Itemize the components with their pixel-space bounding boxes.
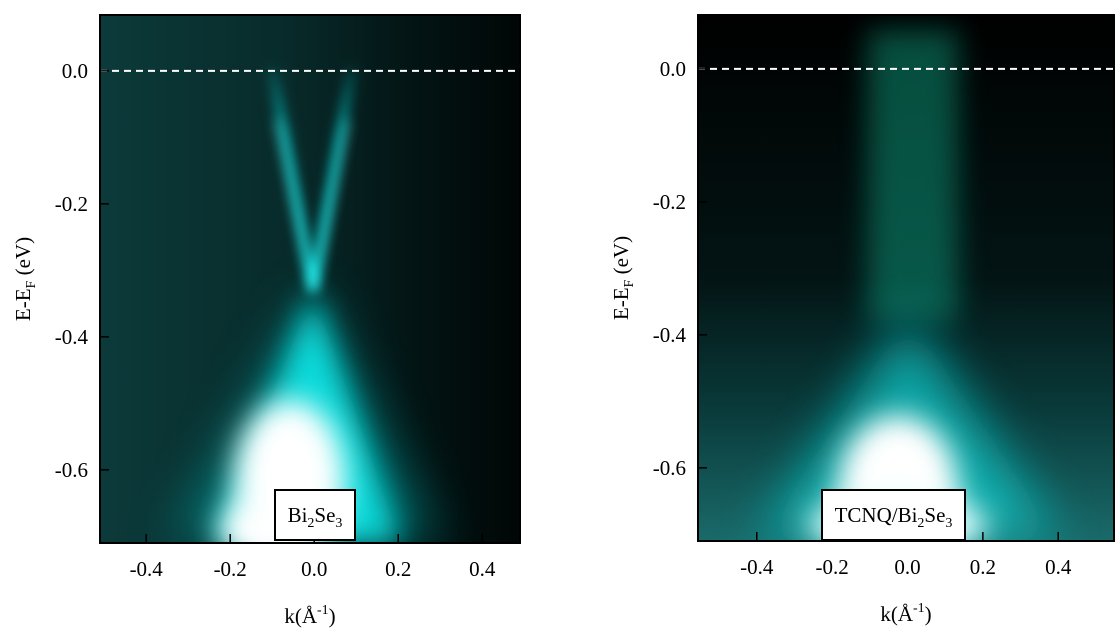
x-tick-label: -0.2 <box>214 557 247 581</box>
x-label-text: ) <box>925 602 932 626</box>
y-tick-label: -0.6 <box>653 456 686 480</box>
annotation-box <box>274 489 356 541</box>
y-axis-label: E-EF (eV) <box>609 236 637 320</box>
annotation: Bi2Se3 <box>288 503 343 531</box>
x-tick-label: 0.0 <box>894 555 920 579</box>
plot-frame <box>99 14 521 544</box>
y-label-sub: F <box>622 279 637 287</box>
y-tick-label: 0.0 <box>660 57 686 81</box>
x-label-text: k(Å <box>880 602 913 626</box>
spectrum-image <box>698 15 1114 541</box>
y-tick-label: 0.0 <box>62 59 88 83</box>
x-tick-label: 0.4 <box>469 557 496 581</box>
x-axis-label: k(Å-1) <box>284 603 335 628</box>
spectrum-image <box>100 15 520 543</box>
y-label-text: (eV) <box>609 236 633 280</box>
x-tick-label: 0.2 <box>970 555 996 579</box>
x-tick-label: -0.4 <box>740 555 774 579</box>
annotation-text: Se <box>314 503 335 527</box>
x-tick-label: -0.4 <box>130 557 164 581</box>
y-label-text: (eV) <box>11 237 35 281</box>
annotation-text: TCNQ/Bi <box>835 503 918 527</box>
annotation-box <box>821 489 966 541</box>
x-label-text: ) <box>329 604 336 628</box>
y-label-sub: F <box>24 280 39 288</box>
y-tick-label: -0.4 <box>653 323 687 347</box>
y-tick-label: -0.4 <box>55 325 89 349</box>
annotation-text: Bi <box>288 503 308 527</box>
x-tick-label: 0.0 <box>301 557 327 581</box>
annotation-text: Se <box>924 503 945 527</box>
x-tick-label: 0.4 <box>1045 555 1072 579</box>
y-tick-label: -0.2 <box>653 190 686 214</box>
x-tick-label: -0.2 <box>816 555 849 579</box>
annotation-sub: 3 <box>945 516 952 531</box>
y-tick-label: -0.2 <box>55 192 88 216</box>
x-label-sup: -1 <box>317 603 329 618</box>
annotation: TCNQ/Bi2Se3 <box>835 503 953 531</box>
x-label-text: k(Å <box>284 604 317 628</box>
annotation-sub: 2 <box>917 516 924 531</box>
x-tick-label: 0.2 <box>385 557 411 581</box>
annotation-sub: 2 <box>307 516 314 531</box>
y-axis-label: E-EF (eV) <box>11 237 39 321</box>
x-label-sup: -1 <box>913 601 925 616</box>
annotation-sub: 3 <box>335 516 342 531</box>
y-tick-label: -0.6 <box>55 458 88 482</box>
x-axis-label: k(Å-1) <box>880 601 931 626</box>
y-label-text: E-E <box>11 288 35 321</box>
y-label-text: E-E <box>609 287 633 320</box>
